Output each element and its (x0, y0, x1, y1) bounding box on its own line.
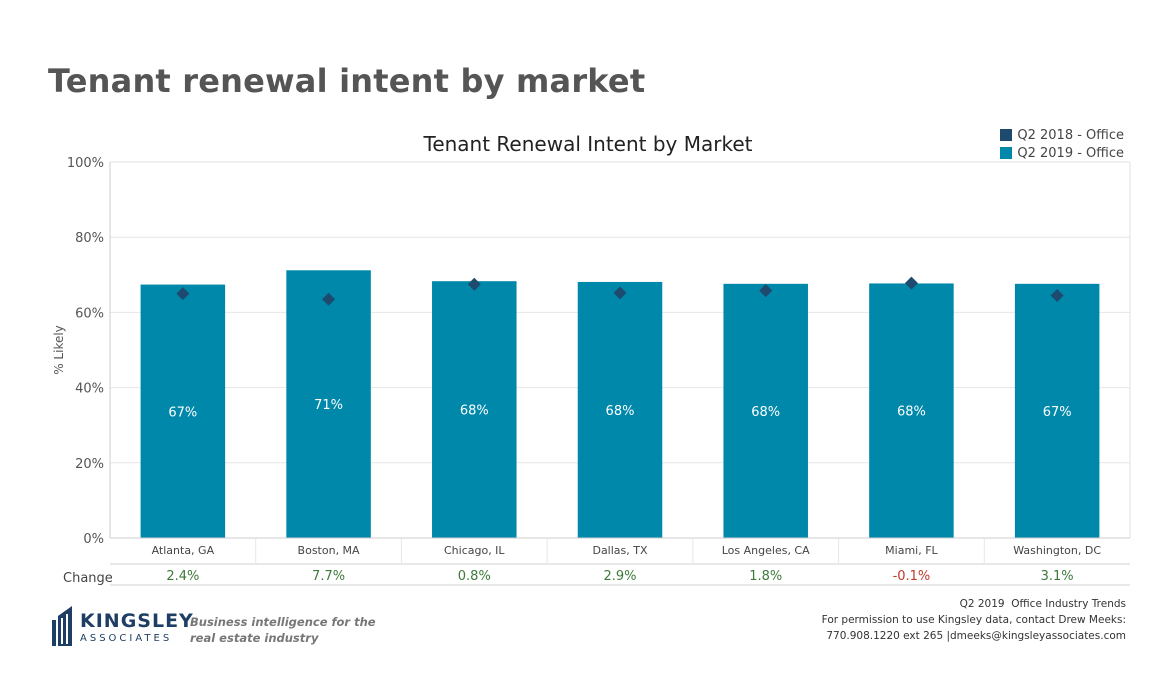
footer-permission: For permission to use Kingsley data, con… (821, 614, 1126, 626)
change-value: 7.7% (312, 569, 345, 584)
bar-q2-2019 (432, 281, 517, 538)
footer-report-name: Office Industry Trends (1011, 598, 1126, 610)
y-tick-label: 80% (75, 231, 104, 246)
bar-layer (140, 270, 1100, 538)
legend-item-2019: Q2 2019 - Office (1000, 144, 1124, 162)
bar-q2-2019 (1014, 283, 1100, 538)
bar-q2-2019 (286, 270, 371, 538)
change-value: 0.8% (458, 569, 491, 584)
logo-subtext: ASSOCIATES (80, 633, 173, 644)
footer-contact: 770.908.1220 ext 265 |dmeeks@kingsleyass… (826, 630, 1126, 642)
bar-q2-2019 (723, 283, 808, 538)
footer-credits: Q2 2019 Office Industry Trends For permi… (822, 596, 1126, 644)
bar-data-label: 67% (1043, 405, 1072, 420)
bar-data-label: 71% (314, 398, 343, 413)
bar-q2-2019 (869, 283, 954, 538)
y-axis-title: % Likely (52, 325, 66, 375)
x-tick-label: Washington, DC (1013, 544, 1101, 557)
y-tick-label: 40% (75, 382, 104, 397)
change-value: -0.1% (893, 569, 931, 584)
tagline-line-2: real estate industry (190, 631, 319, 645)
logo-wordmark: KINGSLEY (80, 610, 194, 632)
bar-data-label: 68% (460, 404, 489, 419)
x-tick-label: Los Angeles, CA (722, 544, 810, 557)
bar-q2-2019 (577, 281, 663, 538)
footer-period: Q2 2019 (959, 598, 1005, 610)
marker-q2-2018 (322, 292, 336, 306)
marker-layer (176, 276, 1064, 306)
legend-label-2019: Q2 2019 - Office (1017, 145, 1124, 161)
x-tick-label: Miami, FL (885, 544, 938, 557)
change-value: 3.1% (1041, 569, 1074, 584)
x-tick-label: Atlanta, GA (152, 544, 215, 557)
axis-layer: 0% 20% 40% 60% 80% 100% % Likely Change Atlanta,… (52, 156, 1131, 586)
marker-q2-2018 (467, 277, 481, 291)
y-tick-label: 60% (75, 306, 104, 321)
y-tick-label: 0% (83, 532, 104, 547)
footer-tagline: Business intelligence for the real estat… (190, 614, 376, 646)
kingsley-logo: KINGSLEY ASSOCIATES (52, 600, 193, 648)
x-tick-label: Dallas, TX (592, 544, 648, 557)
legend-label-2018: Q2 2018 - Office (1017, 127, 1124, 143)
x-tick-label: Boston, MA (298, 544, 361, 557)
change-value: 1.8% (749, 569, 782, 584)
bar-data-label: 68% (751, 405, 780, 420)
y-tick-label: 100% (67, 156, 104, 171)
footer-report-line: Q2 2019 Office Industry Trends (822, 596, 1126, 612)
chart-svg: 67% 71% 68% 68% 68% 68% 67% 0% 20% 40% 60% 80% 100%… (52, 156, 1131, 586)
label-layer: 67% 71% 68% 68% 68% 68% 67% (168, 398, 1071, 420)
chart-legend: Q2 2018 - Office Q2 2019 - Office (1000, 126, 1124, 162)
bar-data-label: 68% (606, 404, 635, 419)
change-value: 2.9% (603, 569, 636, 584)
page-title: Tenant renewal intent by market (48, 62, 646, 100)
change-row-label: Change (63, 571, 113, 586)
change-value: 2.4% (166, 569, 199, 584)
marker-q2-2018 (613, 286, 627, 300)
bar-q2-2019 (140, 284, 226, 538)
marker-q2-2018 (1050, 288, 1064, 302)
tagline-line-1: Business intelligence for the (190, 615, 376, 629)
y-tick-label: 20% (75, 457, 104, 472)
bar-data-label: 68% (897, 405, 926, 420)
chart-title: Tenant Renewal Intent by Market (423, 132, 753, 156)
marker-q2-2018 (176, 287, 190, 301)
building-logo-icon (52, 606, 72, 646)
legend-swatch-2019 (1000, 147, 1013, 159)
marker-q2-2018 (904, 276, 918, 290)
x-tick-label: Chicago, IL (444, 544, 505, 557)
legend-swatch-2018 (1000, 129, 1013, 141)
bar-data-label: 67% (168, 405, 197, 420)
legend-item-2018: Q2 2018 - Office (1000, 126, 1124, 144)
marker-q2-2018 (759, 284, 773, 298)
